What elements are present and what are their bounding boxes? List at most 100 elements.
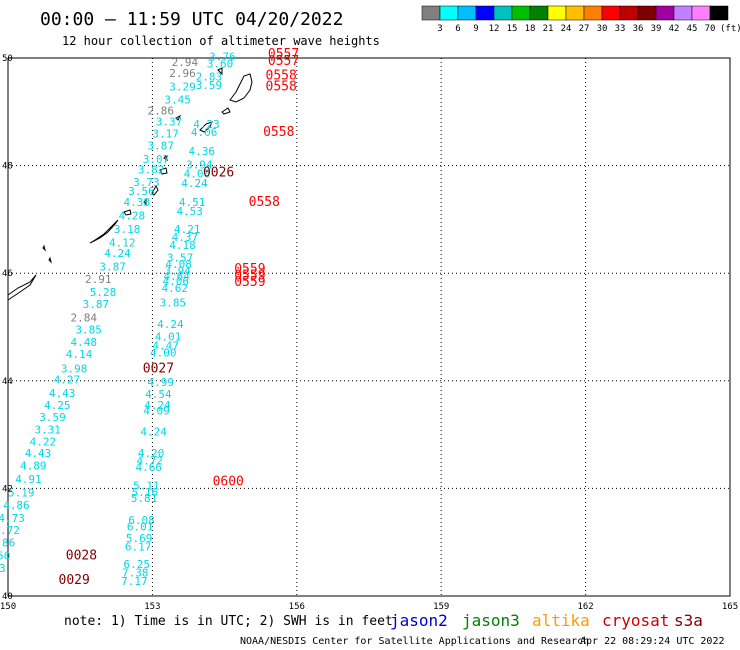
swh-value-label: 3.59 xyxy=(196,79,223,92)
color-scale-label: 18 xyxy=(525,24,536,34)
color-scale-label: 27 xyxy=(579,24,590,34)
swh-value-label: 6.08 xyxy=(128,514,155,527)
swh-value-label: 2.94 xyxy=(172,56,199,69)
swh-value-label: 4.00 xyxy=(184,167,211,180)
swh-value-label: 2.84 xyxy=(71,312,98,325)
color-swatch xyxy=(691,5,711,21)
legend-entry-altika: altika xyxy=(532,611,590,630)
swh-value-label: 3.59 xyxy=(39,411,66,424)
swh-value-label: 4.01 xyxy=(155,330,182,343)
swh-value-label: 4.25 xyxy=(44,399,71,412)
y-tick-label: 44 xyxy=(2,377,13,387)
swh-value-label: 3.98 xyxy=(61,363,88,376)
swh-value-label: 4.99 xyxy=(148,376,175,389)
color-swatch xyxy=(709,5,729,21)
color-scale-label: 15 xyxy=(507,24,518,34)
pass-time-label: 0559 xyxy=(234,269,265,284)
swh-value-label: 3.85 xyxy=(75,323,102,336)
swh-value-label: 4.62 xyxy=(162,282,189,295)
pass-time-label: 0558 xyxy=(266,69,297,84)
island-shape xyxy=(151,184,159,196)
swh-value-label: 4.38 xyxy=(123,196,150,209)
swh-value-label: 4.24 xyxy=(181,177,208,190)
color-scale-unit: (ft) xyxy=(720,24,740,34)
swh-value-label: 3.07 xyxy=(143,153,170,166)
y-tick-label: 42 xyxy=(2,484,13,494)
plot-area: 3.763.602.833.593.293.453.373.173.873.07… xyxy=(0,47,738,612)
swh-value-label: 4.21 xyxy=(174,223,201,236)
color-scale-label: 45 xyxy=(687,24,698,34)
swh-value-label: 3.87 xyxy=(83,298,110,311)
swh-value-label: 4.89 xyxy=(20,460,47,473)
swh-value-label: 4.18 xyxy=(169,239,196,252)
color-scale-label: 30 xyxy=(597,24,608,34)
color-scale-label: 33 xyxy=(615,24,626,34)
swh-value-label: 4.36 xyxy=(188,145,215,158)
island-shape xyxy=(217,67,223,76)
legend-entry-cryosat: cryosat xyxy=(602,611,669,630)
legend-entry-jason2: jason2 xyxy=(390,611,448,630)
island-shape xyxy=(143,198,147,206)
pass-time-label: 0559 xyxy=(234,275,265,290)
pass-time-label: 0026 xyxy=(203,165,234,180)
island-shape xyxy=(163,155,168,162)
color-scale-label: 39 xyxy=(651,24,662,34)
island-shape xyxy=(42,244,46,252)
swh-value-label: 4.64 xyxy=(163,270,190,283)
pass-time-label: 0557 xyxy=(268,54,299,69)
swh-value-label: 4.53 xyxy=(176,205,203,218)
swh-value-label: 5.86 xyxy=(0,537,15,550)
swh-value-label: 3.45 xyxy=(164,94,191,107)
pass-time-label: 0558 xyxy=(249,195,280,210)
swh-value-label: 4.73 xyxy=(0,512,25,525)
color-scale-label: 24 xyxy=(561,24,572,34)
swh-value-label: 3.18 xyxy=(114,223,141,236)
color-swatch xyxy=(547,5,567,21)
plot-frame xyxy=(7,57,731,597)
island-shape xyxy=(175,114,182,121)
swh-value-label: 4.14 xyxy=(66,348,93,361)
swh-value-label: 3.73 xyxy=(133,176,160,189)
x-tick-label: 150 xyxy=(0,602,16,612)
color-swatch xyxy=(493,5,513,21)
swh-value-label: 3.56 xyxy=(128,185,155,198)
y-tick-labels: 40 42 44 46 48 50 xyxy=(2,54,13,602)
swh-value-label: 5.11 xyxy=(133,479,160,492)
swh-value-label: 4.22 xyxy=(30,435,57,448)
color-swatch xyxy=(457,5,477,21)
swh-value-label: 2.91 xyxy=(85,273,112,286)
swh-value-label: 4.51 xyxy=(179,196,206,209)
color-scale-label: 42 xyxy=(669,24,680,34)
swh-value-label: 3.82 xyxy=(138,164,165,177)
color-swatch xyxy=(619,5,639,21)
swh-value-label: 3.87 xyxy=(99,261,126,274)
swh-value-label: 5.72 xyxy=(0,524,20,537)
x-tick-label: 162 xyxy=(577,602,593,612)
swh-value-label: 3.37 xyxy=(156,115,183,128)
x-tick-label: 159 xyxy=(433,602,449,612)
island-shape xyxy=(159,167,168,175)
color-swatch xyxy=(511,5,531,21)
swh-value-label: 7.38 xyxy=(122,567,149,580)
swh-value-label: 4.09 xyxy=(143,405,170,418)
color-swatch xyxy=(637,5,657,21)
swh-value-label: 4.00 xyxy=(150,347,177,360)
color-scale-label: 12 xyxy=(489,24,500,34)
color-scale-label: 9 xyxy=(473,24,478,34)
legend-entry-s3a: s3a xyxy=(674,611,703,630)
island-shape xyxy=(89,219,119,244)
pass-time-label: 0029 xyxy=(59,573,90,588)
x-tick-labels: 150 153 156 159 162 165 xyxy=(0,602,738,612)
swh-value-label: 3.31 xyxy=(34,424,61,437)
color-scale-label: 70 xyxy=(705,24,716,34)
color-swatch xyxy=(565,5,585,21)
swh-value-label: 4.23 xyxy=(193,118,220,131)
pass-time-label: 0557 xyxy=(268,47,299,62)
color-swatch xyxy=(583,5,603,21)
x-tick-label: 153 xyxy=(144,602,160,612)
swh-value-label: 4.24 xyxy=(144,399,171,412)
swh-value-label: 3.17 xyxy=(152,128,179,141)
pass-time-labels: 0557055705580558055805580559055905590600… xyxy=(59,47,300,588)
swh-value-label: 4.27 xyxy=(54,373,81,386)
